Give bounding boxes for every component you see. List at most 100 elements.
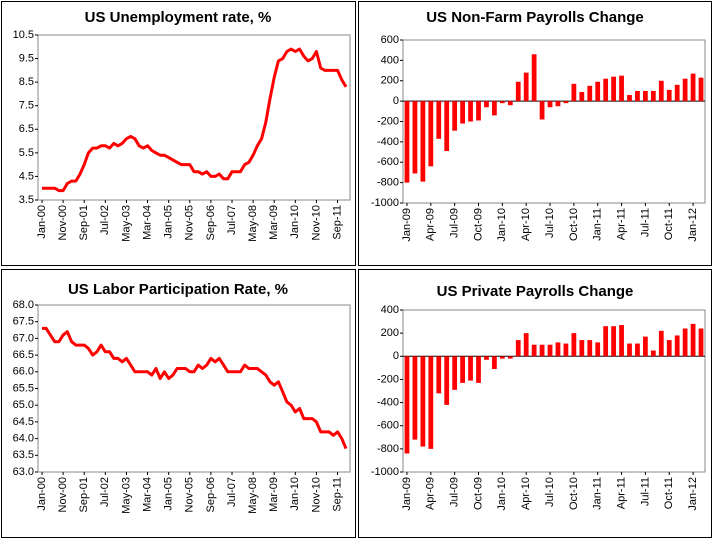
bar (635, 343, 640, 357)
y-tick-label: 67.5 (13, 316, 34, 328)
bar (619, 325, 624, 357)
x-tick-label: Jan-11 (592, 477, 604, 510)
x-tick-label: Mar-04 (141, 205, 153, 240)
bar (650, 350, 656, 357)
chart-title: US Unemployment rate, % (85, 9, 272, 26)
bar (595, 342, 601, 357)
y-tick-label: 64.5 (13, 416, 34, 428)
y-tick-label: 67.0 (13, 332, 34, 344)
x-tick-label: Apr-10 (520, 477, 532, 510)
bar (436, 101, 442, 139)
bar (484, 356, 489, 360)
x-tick-label: Sep-11 (331, 477, 343, 512)
y-tick-label: 9.5 (19, 52, 34, 64)
x-tick-label: Jan-11 (592, 208, 604, 241)
y-tick-label: 4.5 (19, 170, 34, 182)
y-tick-label: -800 (377, 443, 399, 455)
y-tick-label: -600 (377, 156, 399, 168)
x-tick-label: Apr-11 (615, 208, 627, 240)
y-tick-label: 63.0 (13, 466, 34, 478)
bar (539, 101, 545, 120)
x-tick-label: May-08 (247, 205, 259, 242)
chart-title: US Labor Participation Rate, % (68, 281, 288, 298)
y-tick-label: 64.0 (13, 433, 34, 445)
plot-area (37, 34, 351, 201)
bar (571, 83, 577, 102)
bar (404, 356, 410, 454)
x-tick-label: Jan-00 (36, 477, 48, 511)
bar (547, 101, 553, 108)
y-tick-label: -400 (377, 396, 399, 408)
x-tick-label: Nov-05 (184, 477, 196, 512)
x-tick-label: Sep-06 (205, 205, 217, 240)
bar (547, 344, 553, 357)
bar (444, 356, 450, 405)
bar (507, 101, 513, 106)
bar (515, 340, 521, 357)
bar (436, 356, 442, 394)
y-tick-label: -1000 (371, 197, 399, 209)
bar (603, 326, 609, 357)
x-tick-label: Jan-10 (496, 208, 508, 242)
x-tick-label: Jul-02 (99, 477, 111, 507)
bar (698, 77, 704, 102)
bar (428, 356, 434, 449)
bar (428, 101, 434, 167)
x-tick-label: Jul-07 (226, 477, 238, 507)
x-tick-label: Apr-11 (615, 477, 627, 509)
bar (420, 101, 426, 182)
x-tick-label: Jul-09 (449, 477, 461, 507)
bar (476, 356, 481, 383)
y-tick-label: -600 (377, 420, 399, 432)
bar (468, 101, 473, 122)
bar (666, 89, 672, 102)
bar (555, 101, 561, 107)
bar (579, 340, 585, 357)
plot-area (37, 304, 351, 473)
bar (603, 78, 609, 102)
x-tick-label: Nov-00 (57, 205, 69, 240)
x-tick-label: Jan-09 (401, 477, 413, 511)
bar (492, 101, 497, 116)
bar (412, 356, 418, 440)
line (42, 47, 348, 193)
x-tick-label: Jul-09 (449, 208, 461, 238)
bar (539, 344, 545, 357)
x-tick-label: Apr-09 (425, 477, 437, 510)
x-tick-label: Sep-11 (331, 205, 343, 240)
line (42, 326, 348, 450)
bar (412, 101, 418, 174)
bar (690, 73, 696, 102)
x-tick-label: Oct-09 (472, 208, 484, 241)
bar (690, 323, 696, 357)
x-tick-label: Jan-05 (163, 205, 175, 239)
x-tick-label: May-08 (247, 477, 259, 514)
bar (571, 333, 577, 357)
x-tick-label: Jul-11 (639, 477, 651, 506)
bar (523, 333, 529, 357)
x-tick-label: Jan-10 (289, 205, 301, 239)
bar (658, 330, 664, 357)
bar (627, 343, 632, 357)
y-tick-label: 7.5 (19, 100, 34, 112)
bar (650, 90, 656, 102)
y-tick-label: 0 (393, 350, 399, 362)
bar (507, 356, 513, 359)
bar (452, 356, 458, 390)
bar (682, 78, 688, 102)
bar (682, 328, 688, 357)
x-tick-label: Mar-09 (268, 477, 280, 512)
x-tick-label: Apr-09 (425, 208, 437, 241)
y-tick-label: 0 (393, 95, 399, 107)
bar (595, 81, 601, 102)
x-tick-label: Jan-00 (36, 205, 48, 239)
bar (460, 101, 465, 124)
x-tick-label: Sep-01 (78, 205, 90, 240)
bar (643, 336, 648, 357)
y-tick-label: 68.0 (13, 299, 34, 311)
y-tick-label: 6.5 (19, 123, 34, 135)
x-tick-label: May-03 (120, 205, 132, 242)
bar (587, 340, 593, 357)
bar (619, 75, 624, 102)
x-tick-label: Jan-10 (289, 477, 301, 511)
